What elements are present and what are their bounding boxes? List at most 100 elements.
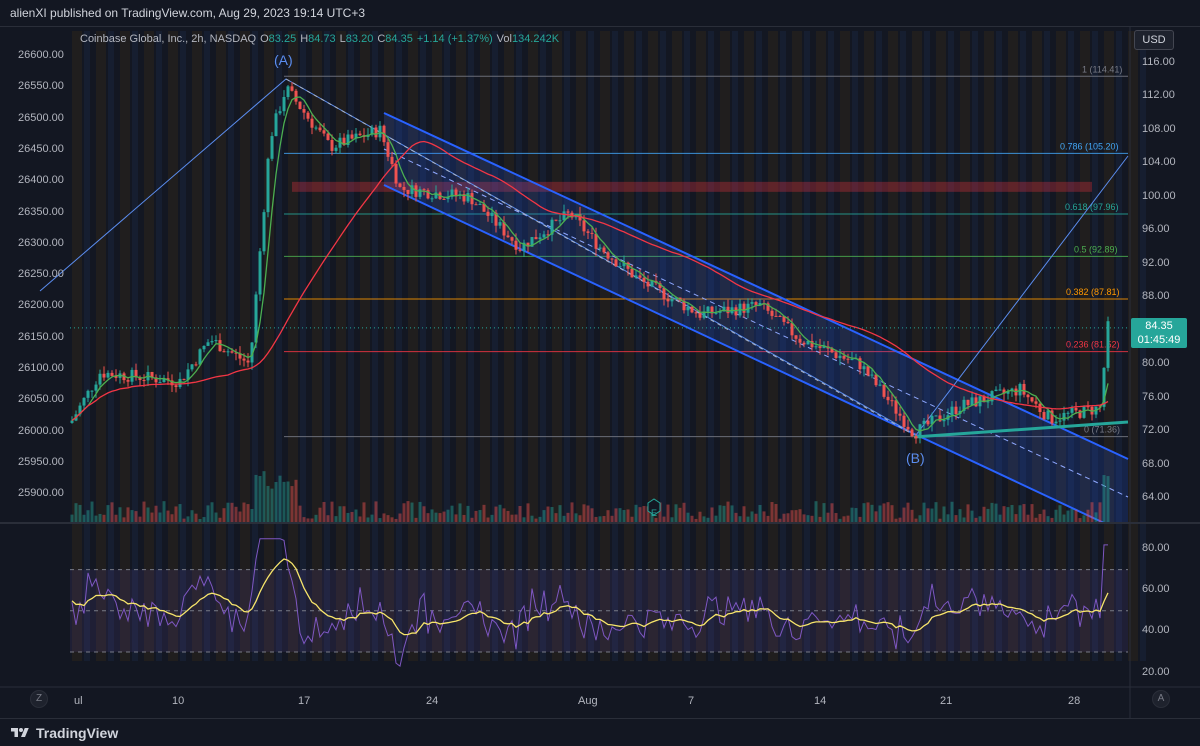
candle-body xyxy=(670,298,674,302)
candle-body xyxy=(1026,394,1030,398)
volume-bar xyxy=(890,505,894,523)
session-stripe xyxy=(852,31,858,661)
candle-body xyxy=(342,137,346,146)
session-stripe xyxy=(348,31,354,661)
volume-bar xyxy=(102,514,106,523)
volume-bar xyxy=(246,504,250,523)
volume-bar xyxy=(582,504,586,523)
volume-bar xyxy=(1074,509,1078,523)
candle-body xyxy=(322,130,326,134)
volume-bar xyxy=(1098,502,1102,523)
candle-body xyxy=(1002,389,1006,394)
volume-bar xyxy=(1046,516,1050,523)
volume-bar xyxy=(602,516,606,523)
earnings-marker: E xyxy=(651,508,657,518)
volume-bar xyxy=(1058,505,1062,523)
candle-body xyxy=(890,400,894,402)
volume-bar xyxy=(774,504,778,523)
session-stripe xyxy=(780,31,786,661)
symbol-legend[interactable]: Coinbase Global, Inc., 2h, NASDAQ O83.25… xyxy=(80,33,559,45)
candle-body xyxy=(190,364,194,370)
volume-bar xyxy=(962,517,966,523)
volume-bar xyxy=(894,518,898,523)
candle-body xyxy=(530,237,534,247)
candle-body xyxy=(598,247,602,249)
volume-bar xyxy=(938,518,942,523)
volume-label: Vol xyxy=(496,33,512,45)
candle-body xyxy=(658,283,662,288)
auto-scale-button[interactable]: A xyxy=(1152,690,1170,708)
volume-bar xyxy=(218,517,222,523)
session-stripe xyxy=(1080,31,1090,661)
session-stripe xyxy=(432,31,442,661)
volume-bar xyxy=(402,503,406,523)
volume-bar xyxy=(398,513,402,523)
candle-body xyxy=(410,185,414,194)
rsi-pane xyxy=(70,538,1128,667)
wave-label-a: (A) xyxy=(274,52,293,68)
candle-body xyxy=(442,198,446,200)
volume-bar xyxy=(910,509,914,523)
candle-body xyxy=(166,378,170,381)
candle-body xyxy=(990,391,994,402)
session-stripe xyxy=(540,31,546,661)
candle-body xyxy=(534,237,538,240)
volume-bar xyxy=(182,518,186,523)
session-stripe xyxy=(384,31,394,661)
tradingview-logo[interactable]: TradingView xyxy=(10,725,118,741)
volume-bar xyxy=(362,502,366,523)
volume-bar xyxy=(274,481,278,523)
volume-bar xyxy=(994,503,998,523)
volume-bar xyxy=(230,502,234,523)
candle-body xyxy=(1018,383,1022,396)
candle-body xyxy=(910,429,914,437)
candle-body xyxy=(1030,397,1034,402)
session-stripe xyxy=(1068,31,1074,661)
zoom-reset-button[interactable]: Z xyxy=(30,690,48,708)
volume-bar xyxy=(778,518,782,523)
volume-bar xyxy=(258,476,262,523)
session-stripe xyxy=(372,31,378,661)
candle-body xyxy=(742,303,746,313)
candle-body xyxy=(630,268,634,278)
time-axis-tick: 14 xyxy=(814,695,827,707)
session-stripe xyxy=(1116,31,1122,661)
volume-bar xyxy=(526,503,530,523)
volume-bar xyxy=(510,514,514,523)
fib-label: 0 (71.36) xyxy=(1084,425,1120,435)
volume-bar xyxy=(74,503,78,523)
volume-bar xyxy=(1030,504,1034,523)
session-stripe xyxy=(972,31,978,661)
candle-body xyxy=(542,234,546,238)
candle-body xyxy=(1042,412,1046,420)
candle-body xyxy=(430,198,434,200)
candle-body xyxy=(606,252,610,259)
volume-bar xyxy=(842,516,846,523)
candle-body xyxy=(642,277,646,282)
volume-bar xyxy=(1082,515,1086,523)
candle-body xyxy=(1086,406,1090,408)
volume-bar xyxy=(150,512,154,523)
chart-area[interactable]: 1 (114.41) 0.786 (105.20) 0.618 (97.96) 0.5… xyxy=(0,26,1200,719)
symbol-name[interactable]: Coinbase Global, Inc., 2h, NASDAQ xyxy=(80,33,257,45)
candle-body xyxy=(450,189,454,197)
candle-body xyxy=(710,306,714,314)
candle-body xyxy=(522,242,526,251)
candle-body xyxy=(318,127,322,131)
volume-bar xyxy=(490,514,494,523)
volume-bar xyxy=(330,501,334,523)
candle-body xyxy=(402,186,406,190)
currency-button[interactable]: USD xyxy=(1134,30,1174,50)
volume-bar xyxy=(734,512,738,523)
volume-bar xyxy=(810,515,814,523)
volume-bar xyxy=(866,502,870,523)
session-stripe xyxy=(912,31,922,661)
price-chart[interactable]: 1 (114.41) 0.786 (105.20) 0.618 (97.96) 0.5… xyxy=(0,27,1200,719)
volume-bar xyxy=(474,510,478,523)
candle-body xyxy=(866,366,870,376)
candle-body xyxy=(898,413,902,416)
candle-body xyxy=(694,312,698,314)
volume-bar xyxy=(434,512,438,523)
time-axis-tick: 17 xyxy=(298,695,311,707)
candle-body xyxy=(1106,321,1110,368)
